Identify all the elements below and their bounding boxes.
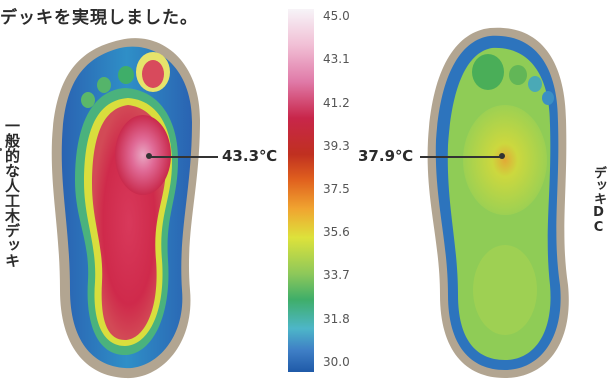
temperature-scale-bar — [288, 9, 314, 372]
scale-tick: 43.1 — [323, 52, 350, 66]
heading-text: デッキを実現しました。 — [0, 8, 198, 28]
scale-tick: 39.3 — [323, 139, 350, 153]
scale-tick: 33.7 — [323, 268, 350, 282]
left-leader-line — [150, 156, 218, 158]
right-measure-point — [499, 153, 505, 159]
left-foot-caption: 一般的な人工木デッキ — [3, 118, 21, 268]
right-foot-caption: デッキDC — [591, 166, 606, 235]
right-foot-thermal — [427, 27, 569, 379]
scale-tick: 35.6 — [323, 225, 350, 239]
scale-tick: 37.5 — [323, 182, 350, 196]
left-temperature-label: 43.3℃ — [222, 147, 278, 165]
left-foot-thermal — [51, 38, 200, 379]
scale-tick: 30.0 — [323, 355, 350, 369]
right-leader-line — [420, 156, 502, 158]
scale-tick: 41.2 — [323, 96, 350, 110]
scale-tick: 45.0 — [323, 9, 350, 23]
right-temperature-label: 37.9℃ — [358, 147, 414, 165]
scale-tick: 31.8 — [323, 312, 350, 326]
bullet-dot — [0, 148, 2, 151]
left-measure-point — [146, 153, 152, 159]
